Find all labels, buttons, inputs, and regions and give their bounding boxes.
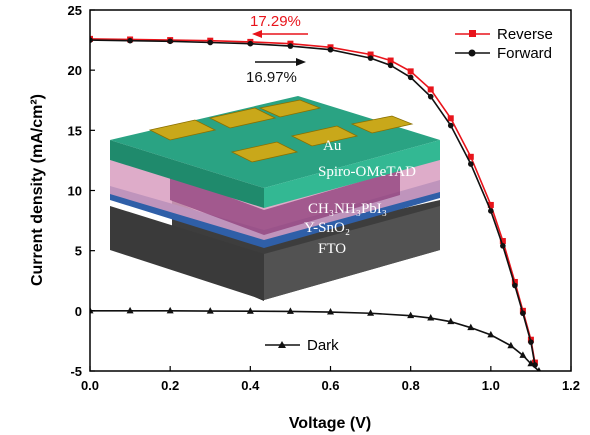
y-tick-label: 15 [68, 123, 82, 138]
data-point-dark [286, 307, 294, 314]
data-point-dark [467, 323, 475, 331]
gold-electrodes [148, 99, 414, 163]
x-tick-label: 1.0 [482, 378, 500, 393]
data-point-reverse [407, 68, 414, 75]
data-point-reverse [467, 153, 474, 160]
legend-reverse-marker [469, 30, 476, 37]
data-point-dark [367, 309, 375, 316]
data-point-reverse [447, 115, 454, 122]
data-point-dark [407, 311, 415, 319]
data-point-reverse [499, 238, 506, 245]
layer-label-sno2: Y-SnO₂ [304, 220, 350, 236]
data-point-reverse [511, 278, 518, 285]
data-point-dark [126, 306, 134, 314]
layer-label-perovskite: CH₃NH₃PbI₃ [308, 201, 387, 217]
layer-label-spiro: Spiro-OMeTAD [318, 164, 416, 180]
data-point-forward [327, 46, 334, 53]
data-point-dark [90, 306, 94, 314]
data-point-forward [407, 74, 414, 81]
device-structure-inset: Au Spiro-OMeTAD CH₃NH₃PbI₃ Y-SnO₂ FTO [110, 96, 440, 301]
data-point-forward [247, 40, 254, 47]
data-point-reverse [487, 201, 494, 208]
data-point-reverse [387, 57, 394, 64]
forward-efficiency-label: 16.97% [246, 69, 297, 86]
data-point-dark [527, 359, 535, 367]
data-point-forward [520, 310, 526, 317]
data-point-reverse [367, 51, 374, 58]
data-point-forward [467, 161, 474, 167]
data-point-dark [427, 314, 435, 321]
spiro-front [110, 140, 264, 208]
data-point-dark [166, 306, 174, 314]
x-tick-label: 0.0 [81, 378, 99, 393]
x-tick-label: 0.6 [321, 378, 339, 393]
y-tick-label: -5 [70, 364, 82, 379]
spiro-right [264, 140, 440, 208]
data-point-forward [427, 93, 434, 100]
data-point-dark [519, 351, 527, 358]
data-point-dark [206, 307, 214, 314]
data-point-forward [167, 38, 173, 45]
legend-forward-marker [468, 49, 476, 57]
x-tick-label: 0.2 [161, 378, 179, 393]
legend: Reverse Forward Dark [265, 26, 553, 354]
x-axis-title: Voltage (V) [289, 415, 371, 432]
legend-reverse-label: Reverse [497, 26, 553, 43]
data-point-forward [512, 282, 518, 289]
reverse-efficiency-label: 17.29% [250, 13, 301, 30]
y-tick-label: 20 [68, 63, 82, 78]
data-point-dark [507, 341, 515, 349]
legend-forward-label: Forward [497, 45, 552, 62]
data-point-reverse [427, 86, 434, 93]
data-point-dark [487, 330, 495, 338]
data-point-forward [287, 43, 294, 49]
data-point-forward [207, 39, 214, 46]
data-point-dark [246, 307, 254, 314]
legend-dark-label: Dark [307, 337, 339, 354]
layer-label-au: Au [323, 138, 342, 154]
efficiency-annotations: 17.29% 16.97% [246, 13, 308, 86]
data-point-forward [488, 208, 494, 214]
reverse-arrow-head [252, 30, 262, 38]
layer-label-fto: FTO [318, 241, 346, 257]
y-tick-label: 0 [75, 304, 82, 319]
x-tick-label: 0.4 [241, 378, 260, 393]
x-tick-label: 0.8 [402, 378, 420, 393]
data-point-forward [528, 339, 534, 345]
y-tick-label: 25 [68, 3, 82, 18]
x-tick-label: 1.2 [562, 378, 580, 393]
y-tick-label: 10 [68, 184, 82, 199]
legend-dark-marker [278, 341, 286, 348]
data-point-dark [327, 308, 334, 315]
fto-right [264, 206, 440, 300]
data-point-forward [367, 55, 374, 61]
forward-arrow-head [296, 58, 306, 66]
perovskite-grains [170, 170, 400, 235]
y-tick-label: 5 [75, 244, 82, 259]
data-point-forward [127, 37, 133, 44]
data-point-forward [447, 122, 454, 129]
y-axis-title: Current density (mA/cm²) [29, 94, 46, 286]
data-point-dark [447, 317, 455, 325]
data-point-forward [500, 243, 506, 249]
fto-front [110, 206, 264, 300]
data-point-dark [536, 367, 542, 371]
spiro-top [110, 96, 440, 188]
data-point-forward [387, 62, 394, 69]
